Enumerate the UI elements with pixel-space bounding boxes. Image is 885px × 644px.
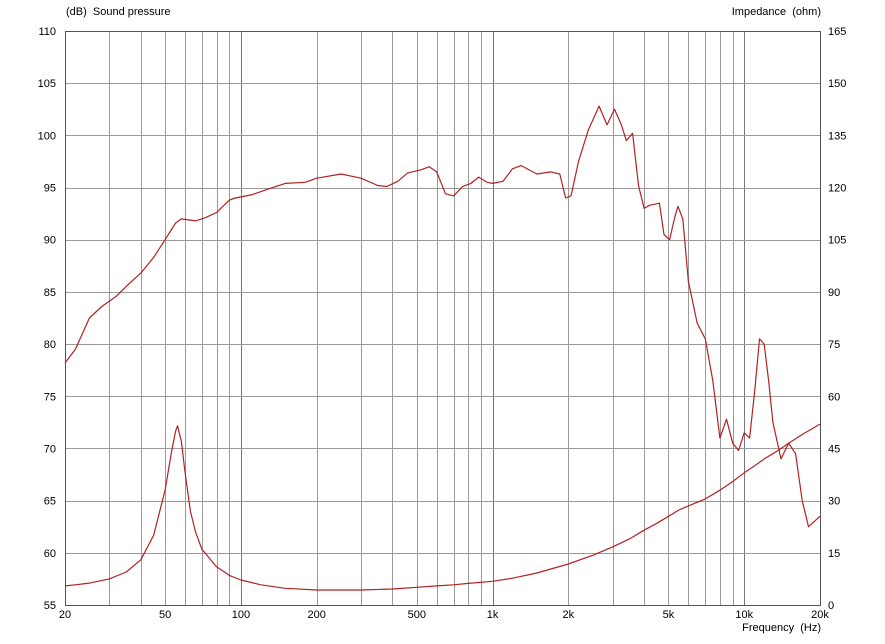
y2-tick-label: 75 — [828, 339, 840, 351]
y2-tick-label: 15 — [828, 548, 840, 560]
y-tick-label: 90 — [44, 235, 56, 247]
y2-tick-label: 105 — [828, 235, 846, 247]
y-tick-label: 110 — [38, 26, 56, 38]
y-tick-label: 100 — [38, 130, 56, 142]
sound-pressure-curve — [64, 105, 821, 528]
x-tick-label: 1k — [487, 609, 499, 621]
x-tick-label: 200 — [307, 609, 325, 621]
y-tick-label: 70 — [44, 443, 56, 455]
x-tick-label: 10k — [735, 609, 753, 621]
y2-tick-label: 150 — [828, 78, 846, 90]
y-tick-label: 75 — [44, 391, 56, 403]
y2-tick-label: 45 — [828, 443, 840, 455]
y2-tick-label: 90 — [828, 287, 840, 299]
x-tick-label: 50 — [159, 609, 171, 621]
plot-frame — [65, 31, 821, 606]
y-tick-label: 105 — [38, 78, 56, 90]
y-tick-label: 85 — [44, 287, 56, 299]
x-tick-label: 20k — [811, 609, 829, 621]
right-axis-title: Impedance (ohm) — [731, 6, 821, 18]
left-axis-title: (dB) Sound pressure — [66, 6, 171, 18]
y-tick-label: 65 — [44, 496, 56, 508]
y2-tick-label: 120 — [828, 183, 846, 195]
y-tick-label: 80 — [44, 339, 56, 351]
y-tick-label: 95 — [44, 183, 56, 195]
y2-tick-label: 0 — [828, 600, 834, 612]
x-tick-label: 20 — [59, 609, 71, 621]
y2-tick-label: 60 — [828, 391, 840, 403]
y-tick-label: 60 — [44, 548, 56, 560]
y2-tick-label: 165 — [828, 26, 846, 38]
x-tick-label: 5k — [663, 609, 675, 621]
impedance-curve — [64, 423, 821, 591]
y-tick-label: 55 — [44, 600, 56, 612]
x-tick-label: 2k — [563, 609, 575, 621]
y2-tick-label: 30 — [828, 496, 840, 508]
x-tick-label: 500 — [408, 609, 426, 621]
x-tick-label: 100 — [232, 609, 250, 621]
y2-tick-label: 135 — [828, 130, 846, 142]
x-axis-title: Frequency (Hz) — [742, 622, 821, 634]
